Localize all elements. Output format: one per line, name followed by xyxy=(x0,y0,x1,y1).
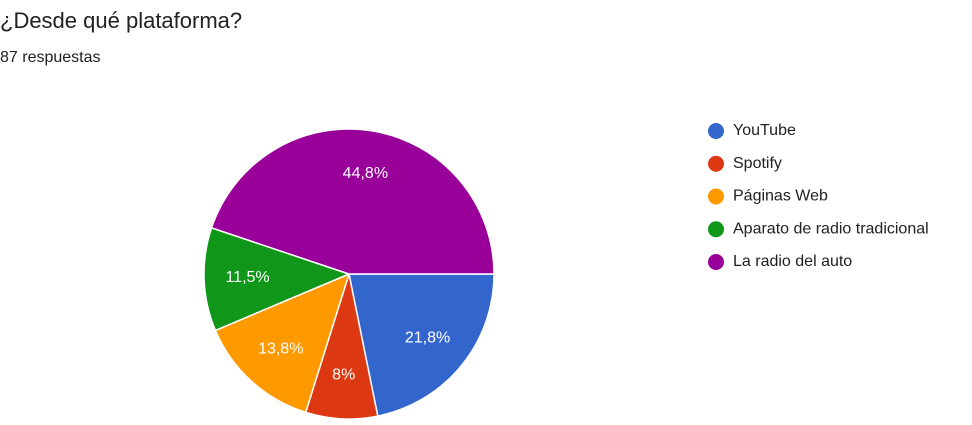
chart-subtitle: 87 respuestas xyxy=(0,49,101,66)
pie-slice xyxy=(214,272,351,414)
chart-title: ¿Desde qué plataforma? xyxy=(0,8,242,33)
legend-swatch xyxy=(708,254,724,270)
data-label: 44,8% xyxy=(343,165,388,182)
legend-swatch xyxy=(708,123,724,139)
pie-slice xyxy=(203,226,352,332)
data-label: 13,8% xyxy=(258,340,303,357)
legend-swatch xyxy=(708,221,724,238)
legend-label: YouTube xyxy=(733,122,796,139)
pie-slice xyxy=(210,128,495,275)
legend-swatch xyxy=(708,188,724,205)
legend-label: Páginas Web xyxy=(733,188,828,205)
legend-label: Spotify xyxy=(733,155,782,172)
legend-label: Aparato de radio tradicional xyxy=(733,220,929,237)
data-label: 11,5% xyxy=(225,269,269,286)
data-label: 8% xyxy=(332,367,355,384)
legend-label: La radio del auto xyxy=(733,253,852,270)
legend-swatch xyxy=(708,155,724,172)
data-label: 21,8% xyxy=(405,329,450,346)
pie-slice xyxy=(348,273,495,418)
